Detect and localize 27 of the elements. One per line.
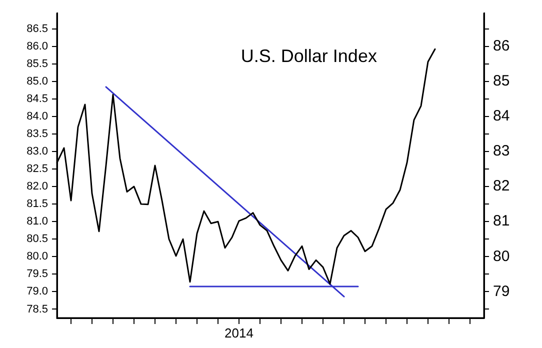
y2-tick-label: 83	[493, 142, 510, 160]
y-tick-label: 83.0	[26, 146, 48, 158]
y2-tick-label: 84	[493, 108, 510, 125]
x-tick-label: 2014	[224, 325, 254, 340]
y-tick-label: 81.0	[26, 216, 48, 228]
y-tick-label: 84.5	[26, 92, 48, 105]
y2-tick-label: 81	[493, 212, 510, 230]
y2-tick-label: 86	[493, 37, 510, 54]
y2-tick-label: 80	[493, 248, 510, 265]
y-tick-label: 81.5	[26, 198, 48, 210]
y-tick-label: 80.0	[26, 250, 48, 263]
y-tick-label: 83.5	[26, 128, 48, 140]
y-tick-label: 85.0	[26, 75, 48, 88]
text: U.S. Dollar Index	[240, 46, 377, 66]
y2-tick-label: 79	[493, 282, 510, 300]
y-tick-label: 79.5	[26, 268, 48, 280]
y-tick-label: 80.5	[26, 233, 48, 246]
y-tick-label: 78.5	[26, 303, 48, 316]
y2-tick-label: 82	[493, 178, 510, 195]
y-tick-label: 82.5	[26, 163, 48, 176]
y-tick-label: 82.0	[26, 180, 48, 193]
y2-tick-label: 85	[493, 72, 510, 90]
y-tick-label: 84.0	[26, 110, 48, 122]
y-tick-label: 79.0	[26, 286, 48, 298]
y-tick-label: 86.0	[26, 40, 48, 52]
y-tick-label: 85.5	[26, 58, 48, 70]
y-tick-label: 86.5	[26, 22, 48, 35]
